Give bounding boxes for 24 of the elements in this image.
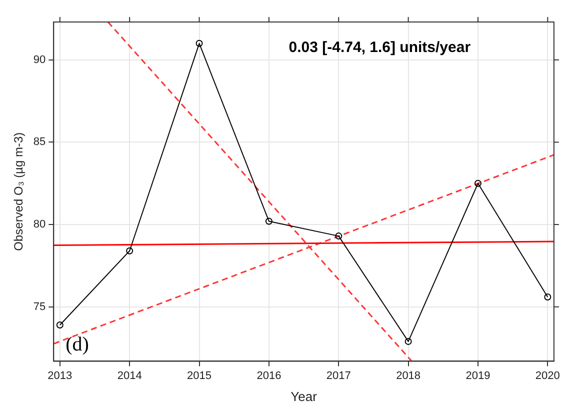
x-tick-label: 2017 (326, 370, 351, 382)
y-axis-title: Observed O₃ (µg m-3) (12, 132, 26, 251)
annotation: 0.03 [-4.74, 1.6] units/year (288, 39, 471, 56)
annotation: (d) (66, 333, 89, 356)
x-tick-label: 2018 (396, 370, 421, 382)
y-tick-label: 80 (33, 218, 46, 231)
point (335, 232, 342, 240)
x-tick-label: 2019 (466, 370, 490, 382)
x-tick-label: 2020 (535, 370, 560, 382)
y-tick-label: 85 (33, 136, 46, 148)
point (56, 321, 64, 328)
x-tick-label: 2015 (187, 370, 212, 382)
x-tick-label: 2013 (48, 370, 72, 382)
point (404, 338, 412, 345)
point (126, 247, 134, 254)
point (265, 218, 272, 225)
y-tick-label: 90 (33, 54, 46, 66)
x-tick-label: 2014 (117, 370, 142, 382)
point (474, 180, 482, 187)
x-axis-title: Year (290, 388, 318, 404)
x-tick-label: 2016 (256, 370, 282, 382)
point (544, 293, 552, 300)
y-tick-label: 75 (33, 300, 46, 313)
point (196, 40, 203, 47)
